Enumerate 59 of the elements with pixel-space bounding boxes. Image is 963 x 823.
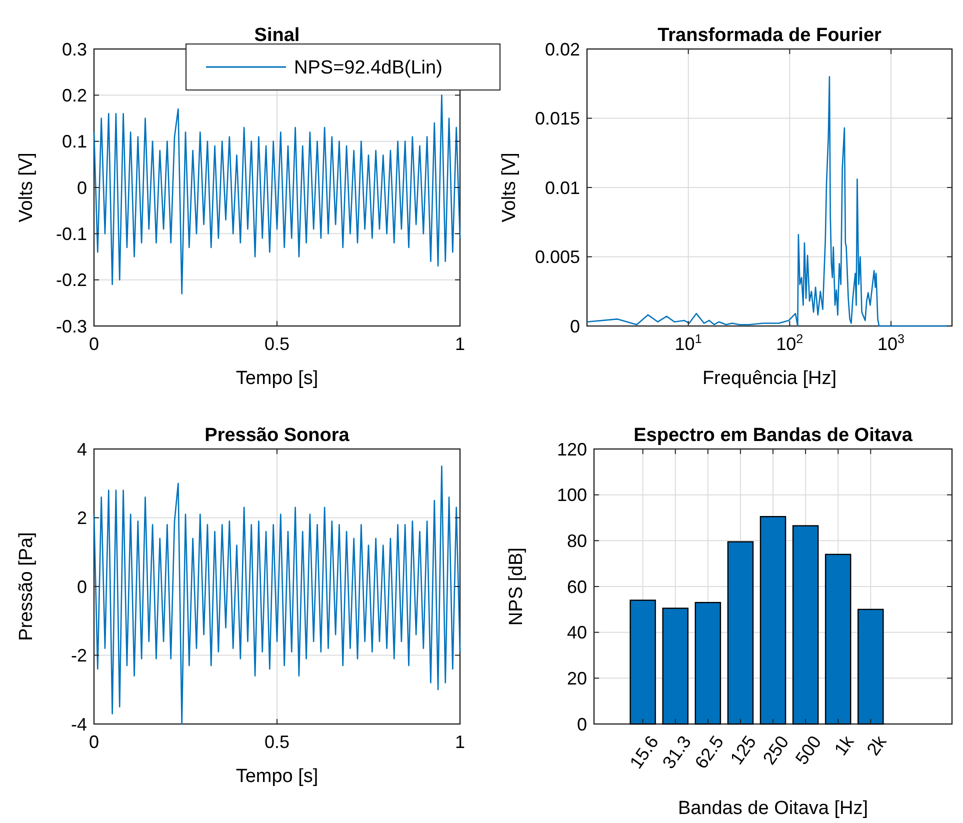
x-axis-title: Tempo [s]	[236, 766, 318, 787]
x-tick-label: 10$^{1}$	[674, 332, 702, 354]
y-tick-label: 0.02	[544, 39, 580, 60]
bar	[694, 602, 722, 725]
y-axis-title: Pressão [Pa]	[16, 532, 37, 641]
x-tick-label: 10$^{2}$	[776, 332, 804, 354]
x-tick-label: 125	[726, 732, 760, 768]
x-tick-label: 2k	[862, 731, 891, 760]
chart-title: Espectro em Bandas de Oitava	[634, 425, 913, 446]
y-tick-label: 0	[570, 316, 580, 336]
y-tick-label: 0.015	[534, 108, 580, 129]
y-axis-title: Volts [V]	[16, 152, 37, 222]
line-series	[93, 94, 461, 294]
y-tick-label: 2	[76, 508, 87, 528]
y-tick-label: 60	[566, 576, 587, 597]
y-tick-label: 120	[556, 439, 587, 460]
y-tick-label: 0	[576, 714, 587, 734]
y-tick-label: 20	[566, 668, 587, 688]
y-tick-label: 0.3	[62, 39, 87, 60]
x-axis-title: Tempo [s]	[236, 368, 318, 389]
x-tick-label: 250	[758, 732, 793, 768]
y-tick-label: -0.3	[56, 316, 87, 336]
y-tick-label: 40	[566, 622, 587, 643]
x-tick-label: 1	[454, 334, 466, 354]
y-tick-label: 0.01	[544, 178, 580, 198]
x-axis-title: Frequência [Hz]	[702, 368, 837, 389]
x-tick-label: 0.5	[264, 732, 290, 752]
bar	[858, 608, 884, 725]
y-tick-label: -2	[70, 646, 87, 666]
x-axis-title: Bandas de Oitava [Hz]	[678, 798, 868, 819]
y-tick-label: 0	[76, 576, 87, 597]
y-tick-label: -0.2	[56, 270, 87, 290]
x-tick-label: 500	[792, 732, 826, 768]
y-tick-label: 4	[76, 439, 87, 460]
y-axis-title: Volts [V]	[499, 152, 520, 222]
line-series	[93, 466, 461, 725]
y-tick-label: 0	[76, 178, 87, 198]
bar	[662, 608, 688, 725]
bar	[630, 600, 656, 725]
y-tick-label: 0.1	[62, 132, 87, 152]
x-tick-label: 0.5	[264, 334, 290, 354]
bar	[792, 525, 819, 725]
chart-title: Sinal	[254, 25, 300, 46]
bar	[760, 516, 786, 725]
y-tick-label: 0.2	[62, 85, 87, 106]
y-tick-label: -4	[70, 714, 87, 734]
x-tick-label: 1	[454, 732, 466, 752]
y-tick-label: 80	[566, 530, 587, 551]
bar	[824, 554, 852, 725]
chart-title: Pressão Sonora	[204, 425, 350, 446]
x-tick-label: 10$^{3}$	[877, 332, 905, 354]
y-axis-title: NPS [dB]	[506, 547, 527, 626]
legend-label: NPS=92.4dB(Lin)	[294, 58, 442, 79]
bar	[727, 541, 754, 725]
chart-title: Transformada de Fourier	[658, 25, 882, 46]
y-tick-label: 100	[556, 485, 587, 506]
y-tick-label: 0.005	[534, 247, 580, 268]
x-tick-label: 1k	[830, 731, 858, 760]
y-tick-label: -0.1	[56, 224, 87, 244]
